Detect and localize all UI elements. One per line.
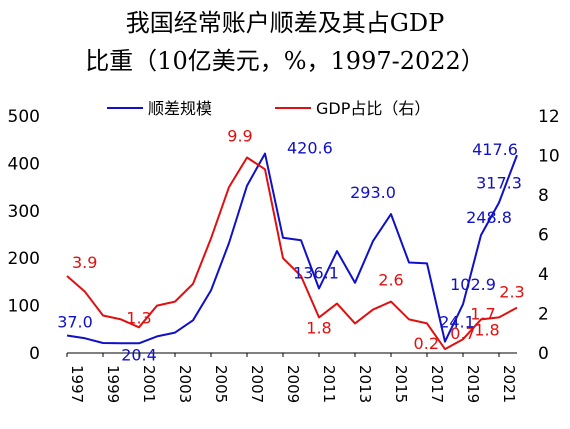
plot-layer bbox=[66, 152, 518, 351]
surplus-data-label: 37.0 bbox=[57, 312, 93, 331]
surplus-data-label: 317.3 bbox=[476, 174, 522, 193]
y-left-tick-label: 100 bbox=[8, 297, 40, 317]
y-right-tick-label: 0 bbox=[538, 344, 549, 364]
gdp-ratio-data-label: 3.9 bbox=[72, 253, 97, 272]
x-tick-label: 2011 bbox=[320, 365, 338, 403]
x-tick-label: 2017 bbox=[428, 365, 446, 403]
surplus-data-label: 24.1 bbox=[439, 313, 475, 332]
gdp-ratio-data-label: 1.7 bbox=[470, 304, 495, 323]
x-tick-label: 2007 bbox=[248, 365, 266, 403]
x-tick-label: 2019 bbox=[464, 365, 482, 403]
surplus-series-line bbox=[66, 152, 518, 345]
gdp-ratio-data-label: 2.6 bbox=[378, 271, 403, 290]
surplus-data-label: 20.4 bbox=[121, 345, 157, 364]
surplus-data-label: 136.1 bbox=[293, 263, 339, 282]
x-tick-label: 1997 bbox=[68, 365, 86, 403]
y-right-tick-label: 2 bbox=[538, 305, 549, 325]
gdp-ratio-data-label: 0.7 bbox=[450, 324, 475, 343]
chart-title-line2: 比重（10亿美元，%，1997-2022） bbox=[85, 47, 485, 75]
x-tick-label: 2009 bbox=[284, 365, 302, 403]
data-labels-layer: 37.0 20.4 420.6 136.1 293.0 24.1 102.9 248.8 317… bbox=[57, 126, 525, 364]
y-left-tick-label: 200 bbox=[8, 249, 40, 269]
y-right-tick-label: 10 bbox=[538, 147, 560, 167]
x-tick-label: 2015 bbox=[392, 365, 410, 403]
y-left-tick-label: 500 bbox=[8, 107, 40, 127]
gdp-ratio-data-label: 1.8 bbox=[306, 318, 331, 337]
surplus-data-label: 420.6 bbox=[287, 139, 333, 158]
gdp-ratio-data-label: 0.2 bbox=[414, 334, 439, 353]
gdp-ratio-data-label: 1.8 bbox=[474, 320, 499, 339]
x-tick-label: 2001 bbox=[140, 365, 158, 403]
y-left-tick-label: 0 bbox=[29, 344, 40, 364]
surplus-data-label: 417.6 bbox=[472, 140, 518, 159]
x-tick-label: 2021 bbox=[500, 365, 518, 403]
surplus-data-label: 102.9 bbox=[450, 275, 496, 294]
legend: 顺差规模 GDP占比（右） bbox=[107, 99, 430, 118]
x-tick-label: 2005 bbox=[212, 365, 230, 403]
y-right-tick-label: 4 bbox=[538, 265, 549, 285]
x-tick-label: 1999 bbox=[104, 365, 122, 403]
surplus-data-label: 248.8 bbox=[466, 208, 512, 227]
legend-label-surplus: 顺差规模 bbox=[148, 99, 212, 118]
y-left-tick-label: 400 bbox=[8, 154, 40, 174]
surplus-data-label: 293.0 bbox=[350, 183, 396, 202]
chart-title-line1: 我国经常账户顺差及其占GDP bbox=[126, 9, 445, 37]
legend-label-gdp-ratio: GDP占比（右） bbox=[316, 99, 430, 118]
y-left-tick-label: 300 bbox=[8, 202, 40, 222]
y-right-tick-label: 8 bbox=[538, 186, 549, 206]
x-tick-label: 2003 bbox=[176, 365, 194, 403]
gdp-ratio-series-line bbox=[66, 156, 518, 351]
gdp-ratio-data-label: 2.3 bbox=[499, 283, 524, 302]
gdp-ratio-data-label: 1.3 bbox=[126, 308, 151, 327]
gdp-ratio-data-label: 9.9 bbox=[227, 126, 252, 145]
y-right-tick-label: 12 bbox=[538, 107, 560, 127]
y-right-tick-label: 6 bbox=[538, 226, 549, 246]
axes-layer: 0 100 200 300 400 500 0 2 4 6 8 10 12 1997 1999 2001 200… bbox=[8, 107, 560, 403]
x-tick-label: 2013 bbox=[356, 365, 374, 403]
